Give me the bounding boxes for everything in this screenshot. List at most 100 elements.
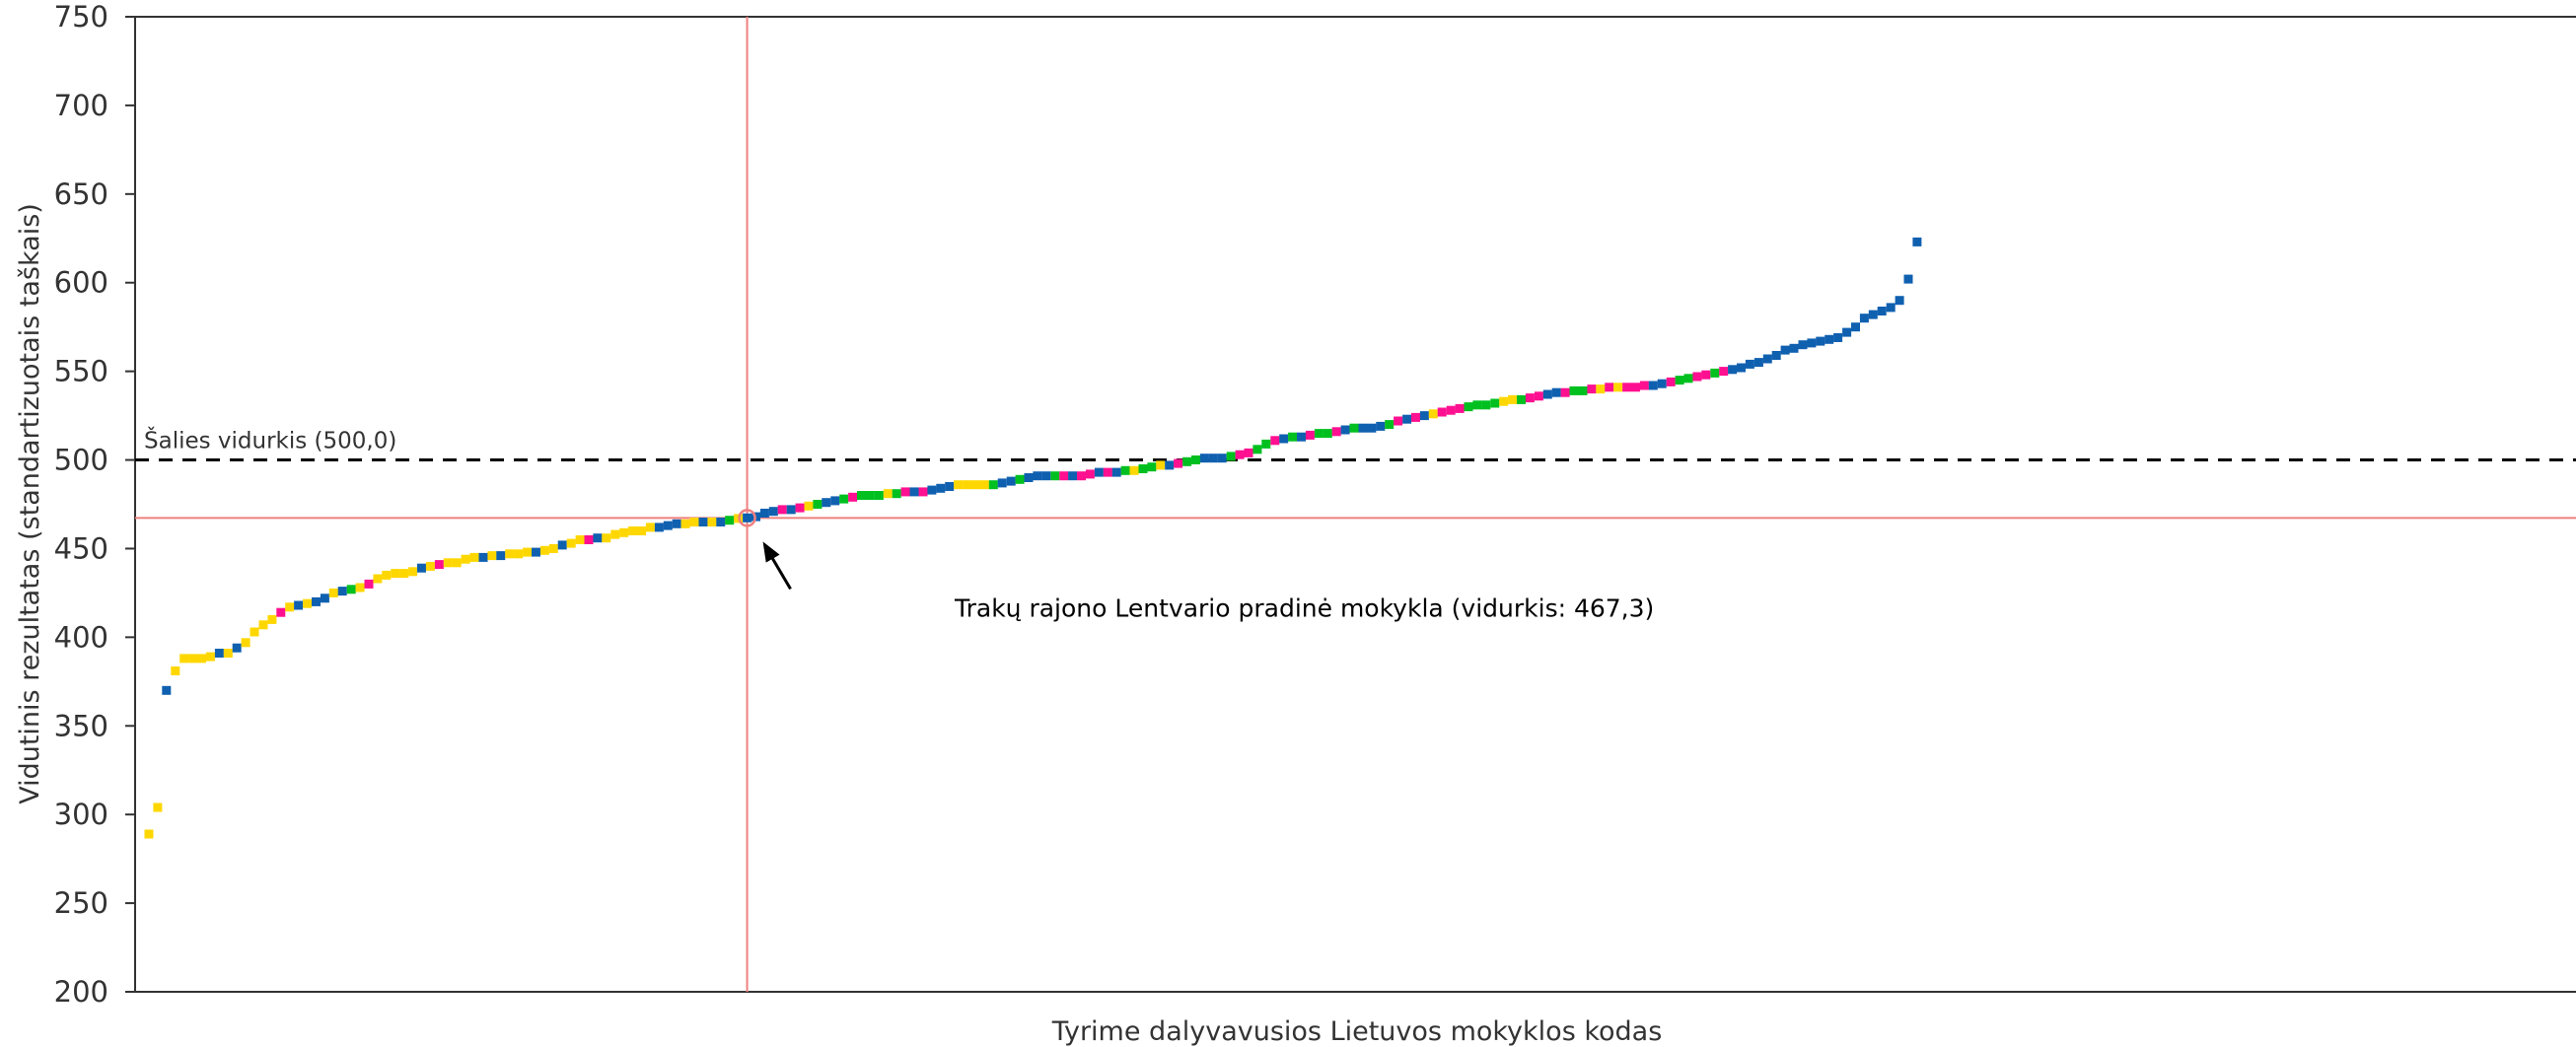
data-point bbox=[1331, 427, 1341, 437]
data-point bbox=[258, 620, 268, 630]
data-point bbox=[1675, 376, 1684, 385]
data-point bbox=[1094, 467, 1104, 477]
data-point bbox=[680, 519, 690, 528]
data-point bbox=[795, 503, 805, 513]
data-point bbox=[900, 487, 910, 497]
y-tick-label: 250 bbox=[54, 886, 108, 920]
data-point bbox=[171, 666, 180, 675]
data-point bbox=[1191, 455, 1200, 464]
data-point bbox=[1745, 359, 1754, 369]
data-point bbox=[1182, 456, 1192, 466]
data-point bbox=[487, 551, 497, 561]
data-point bbox=[602, 533, 611, 543]
data-point bbox=[1578, 385, 1588, 395]
data-point bbox=[364, 579, 374, 589]
data-point bbox=[197, 654, 206, 663]
y-tick-label: 200 bbox=[54, 975, 108, 1009]
data-point bbox=[1701, 370, 1711, 380]
data-point bbox=[759, 509, 769, 518]
data-point bbox=[1877, 307, 1887, 315]
y-tick-label: 550 bbox=[54, 355, 108, 388]
data-point bbox=[1587, 384, 1597, 394]
data-point bbox=[1323, 429, 1332, 439]
y-axis-label: Vidutinis rezultatas (standartizuotais t… bbox=[15, 203, 45, 804]
data-point bbox=[1041, 471, 1051, 481]
data-point bbox=[988, 480, 998, 490]
data-point bbox=[1605, 383, 1614, 392]
data-point bbox=[927, 485, 937, 495]
data-point bbox=[874, 491, 884, 500]
data-point bbox=[1569, 385, 1579, 395]
data-point bbox=[1710, 368, 1720, 378]
data-point bbox=[1728, 365, 1738, 375]
data-point bbox=[1244, 448, 1253, 457]
data-point bbox=[1138, 464, 1148, 473]
data-point bbox=[1103, 467, 1112, 477]
data-point bbox=[1622, 383, 1632, 392]
data-point bbox=[1024, 473, 1034, 482]
data-point bbox=[1411, 412, 1420, 422]
data-point bbox=[830, 496, 840, 506]
data-point bbox=[1833, 333, 1843, 342]
data-point bbox=[391, 569, 400, 579]
data-point bbox=[312, 596, 321, 606]
data-point bbox=[153, 803, 163, 812]
data-point bbox=[1217, 454, 1227, 463]
data-point bbox=[1542, 389, 1552, 399]
data-point bbox=[1455, 403, 1465, 413]
national-average-label: Šalies vidurkis (500,0) bbox=[144, 427, 396, 454]
data-point bbox=[768, 507, 778, 517]
data-point bbox=[698, 518, 708, 526]
data-point bbox=[328, 588, 338, 597]
data-point bbox=[1490, 398, 1500, 408]
data-point bbox=[1376, 421, 1386, 431]
data-point bbox=[672, 519, 681, 528]
data-point bbox=[1358, 423, 1368, 433]
data-point bbox=[425, 561, 435, 571]
data-point bbox=[1077, 471, 1086, 481]
data-point bbox=[716, 518, 726, 526]
data-point bbox=[346, 585, 356, 594]
data-point bbox=[1402, 414, 1412, 424]
data-point bbox=[857, 491, 866, 500]
data-point bbox=[918, 487, 928, 497]
data-point bbox=[1120, 465, 1130, 475]
data-point bbox=[628, 526, 638, 535]
data-point bbox=[1648, 381, 1658, 390]
data-point bbox=[610, 529, 620, 539]
data-point bbox=[144, 829, 154, 839]
data-point bbox=[223, 649, 233, 658]
data-point bbox=[839, 494, 849, 504]
data-point bbox=[963, 480, 972, 490]
data-point bbox=[557, 540, 567, 550]
data-point bbox=[1129, 465, 1139, 475]
data-point bbox=[1394, 416, 1403, 426]
data-point bbox=[478, 552, 488, 562]
data-point bbox=[539, 545, 549, 555]
data-point bbox=[1314, 429, 1324, 439]
data-point bbox=[637, 526, 646, 535]
data-point bbox=[1596, 384, 1606, 394]
data-point bbox=[1068, 471, 1078, 481]
data-point bbox=[909, 487, 919, 497]
data-points bbox=[144, 237, 1922, 839]
data-point bbox=[1111, 467, 1121, 477]
data-point bbox=[337, 587, 347, 596]
data-point bbox=[241, 638, 250, 648]
y-tick-label: 500 bbox=[54, 444, 108, 477]
data-point bbox=[355, 583, 365, 593]
data-point bbox=[1261, 439, 1271, 449]
data-point bbox=[1349, 423, 1359, 433]
data-point bbox=[1006, 476, 1016, 486]
data-point bbox=[514, 549, 524, 559]
data-point bbox=[575, 535, 585, 544]
y-tick-label: 650 bbox=[54, 177, 108, 211]
data-point bbox=[971, 480, 980, 490]
data-point bbox=[469, 552, 479, 562]
data-point bbox=[188, 654, 198, 663]
data-point bbox=[1807, 338, 1817, 348]
data-point bbox=[1613, 383, 1623, 392]
data-point bbox=[548, 544, 558, 553]
y-tick-label: 600 bbox=[54, 266, 108, 300]
data-point bbox=[1340, 425, 1350, 435]
